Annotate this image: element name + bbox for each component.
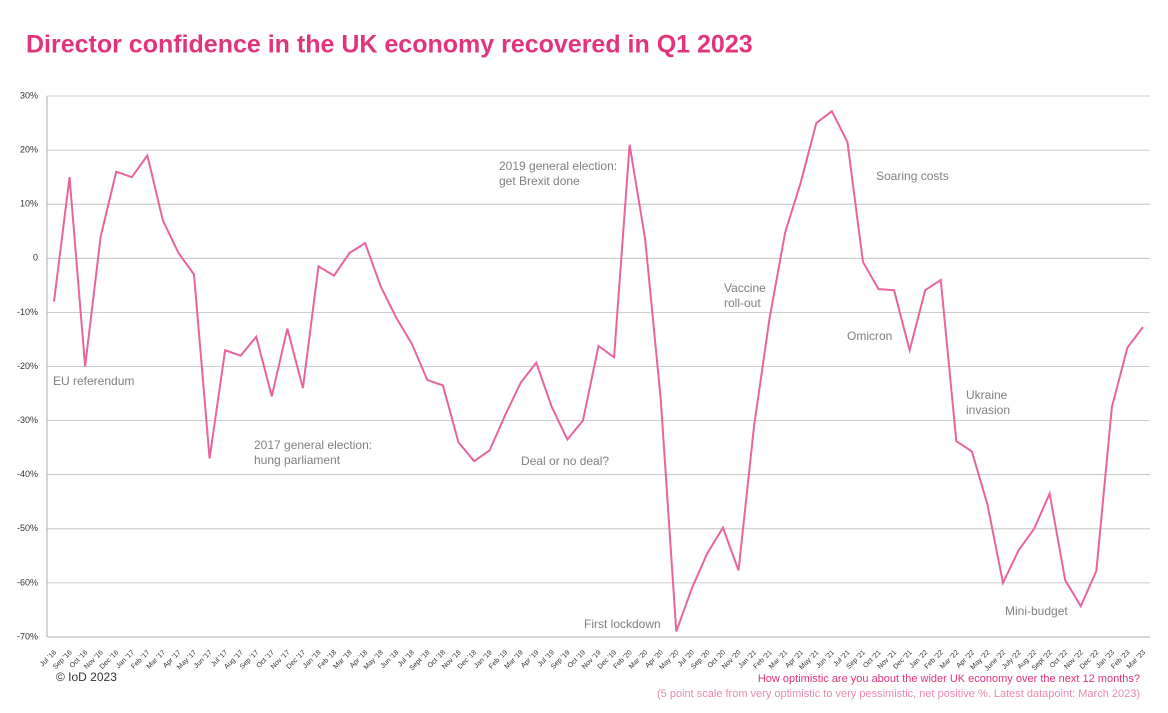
y-tick-label: 20% [20,144,38,154]
annotation: Mini-budget [1005,604,1068,618]
annotation: invasion [966,403,1010,417]
annotation: Soaring costs [876,169,949,183]
y-tick-label: -20% [17,361,38,371]
y-tick-label: -50% [17,523,38,533]
annotation: Omicron [847,329,892,343]
annotation: EU referendum [53,374,134,388]
y-tick-label: -30% [17,415,38,425]
annotation: get Brexit done [499,174,580,188]
source: © IoD 2023 [56,670,117,684]
y-tick-label: -40% [17,469,38,479]
annotation: Vaccine [724,281,766,295]
chart-title: Director confidence in the UK economy re… [26,31,753,59]
note: (5 point scale from very optimistic to v… [657,688,1140,700]
annotation: roll-out [724,296,761,310]
y-tick-label: -70% [17,631,38,641]
annotation: hung parliament [254,453,341,467]
y-tick-label: -60% [17,577,38,587]
annotation: Deal or no deal? [521,454,609,468]
note: How optimistic are you about the wider U… [758,673,1140,685]
y-tick-label: 10% [20,199,38,209]
y-tick-label: 0 [33,253,38,263]
annotation: First lockdown [584,617,661,631]
y-tick-label: 30% [20,90,38,100]
annotation: Ukraine [966,388,1008,402]
annotation: 2019 general election: [499,159,617,173]
y-tick-label: -10% [17,307,38,317]
line-series [53,109,1144,632]
x-tick-label: Apr '19 [520,649,541,670]
annotation: 2017 general election: [254,438,372,452]
